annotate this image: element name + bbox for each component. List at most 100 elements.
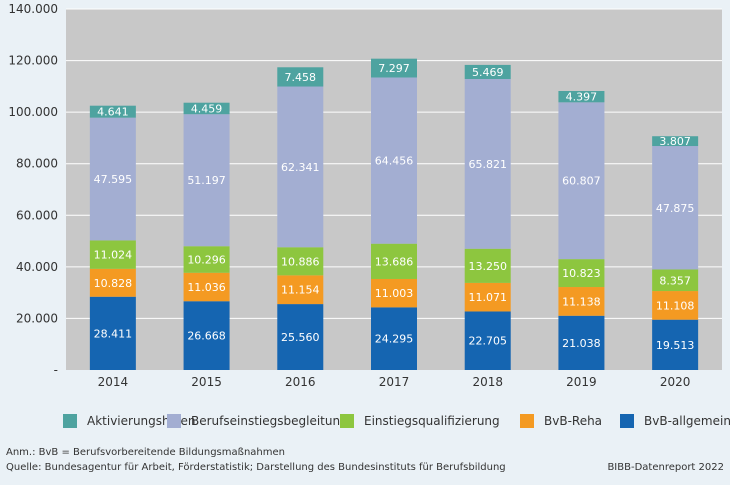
legend-item: BvB-allgemein — [620, 410, 730, 432]
data-label: 62.341 — [281, 161, 320, 174]
bar-segment — [183, 114, 230, 247]
data-label: 10.886 — [281, 255, 320, 268]
data-label: 7.458 — [285, 71, 317, 84]
data-label: 25.560 — [281, 331, 320, 344]
data-label: 64.456 — [375, 155, 414, 168]
legend-label: Einstiegsqualifizierung — [364, 414, 500, 428]
data-label: 24.295 — [375, 333, 414, 346]
y-tick-label: 120.000 — [8, 54, 58, 68]
bar-segment — [183, 102, 230, 115]
data-label: 10.828 — [94, 277, 133, 290]
data-label: 21.038 — [562, 337, 601, 350]
data-label: 26.668 — [187, 330, 226, 343]
x-tick-label: 2014 — [98, 375, 129, 389]
y-tick-label: 80.000 — [16, 157, 58, 171]
bar-segment — [371, 307, 417, 370]
bar-segment — [652, 136, 699, 147]
legend-item: Einstiegsqualifizierung — [340, 410, 500, 432]
bar-segment — [652, 269, 699, 292]
bar-segment — [89, 117, 136, 241]
data-label: 47.875 — [656, 202, 695, 215]
data-label: 10.823 — [562, 267, 601, 280]
bar-segment — [277, 67, 324, 87]
x-tick-label: 2015 — [191, 375, 222, 389]
legend-swatch — [63, 414, 77, 428]
legend-label: Berufseinstiegsbegleitung — [191, 414, 348, 428]
bar-segment — [371, 77, 417, 244]
bar-segment — [89, 268, 136, 297]
y-tick-label: 40.000 — [16, 260, 58, 274]
bar-segment — [371, 278, 417, 308]
legend-label: BvB-Reha — [544, 414, 603, 428]
footnote: Anm.: BvB = Berufsvorbereitende Bildungs… — [6, 447, 285, 458]
bar-segment — [89, 105, 136, 118]
bar-segment — [558, 259, 605, 288]
data-label: 60.807 — [562, 175, 601, 188]
bar-segment — [371, 243, 417, 279]
legend-item: BvB-Reha — [520, 410, 602, 432]
y-tick-label: - — [54, 363, 58, 377]
data-label: 28.411 — [94, 327, 133, 340]
bar-segment — [652, 319, 699, 370]
bar-segment — [558, 315, 605, 370]
bar-segment — [464, 282, 511, 312]
data-label: 8.357 — [659, 274, 691, 287]
y-tick-label: 20.000 — [16, 311, 58, 325]
data-label: 4.397 — [566, 91, 598, 104]
bar-segment — [277, 304, 324, 370]
bar-segment — [371, 58, 417, 78]
data-label: 13.250 — [468, 260, 507, 273]
data-label: 11.024 — [94, 249, 133, 262]
data-label: 11.154 — [281, 284, 320, 297]
legend-item: Berufseinstiegsbegleitung — [167, 410, 348, 432]
data-label: 11.071 — [468, 291, 507, 304]
bar-segment — [277, 275, 324, 305]
bar-segment — [183, 272, 230, 302]
bar-segment — [464, 311, 511, 370]
y-tick-label: 100.000 — [8, 105, 58, 119]
data-label: 13.686 — [375, 255, 414, 268]
bar-segment — [558, 102, 605, 260]
data-label: 4.641 — [97, 106, 129, 119]
bar-segment — [89, 240, 136, 269]
x-tick-label: 2018 — [472, 375, 503, 389]
data-label: 22.705 — [468, 335, 507, 348]
bar-segment — [558, 287, 605, 316]
bar-segment — [183, 301, 230, 370]
legend-swatch — [167, 414, 181, 428]
legend-label: BvB-allgemein — [644, 414, 730, 428]
y-tick-label: 140.000 — [8, 2, 58, 16]
data-label: 11.138 — [562, 295, 601, 308]
data-label: 11.003 — [375, 287, 414, 300]
x-tick-label: 2020 — [660, 375, 691, 389]
data-label: 19.513 — [656, 339, 695, 352]
data-label: 65.821 — [468, 158, 507, 171]
data-label: 47.595 — [94, 173, 133, 186]
chart-footer: Anm.: BvB = Berufsvorbereitende Bildungs… — [6, 445, 724, 475]
bar-segment — [652, 291, 699, 320]
bar-segment — [89, 296, 136, 370]
y-tick-label: 60.000 — [16, 208, 58, 222]
data-label: 10.296 — [187, 254, 226, 267]
data-label: 51.197 — [187, 174, 226, 187]
x-tick-label: 2017 — [379, 375, 410, 389]
bar-segment — [558, 90, 605, 103]
chart-legend: Aktivierungshilfen Berufseinstiegsbegleit… — [0, 410, 730, 434]
bar-segment — [183, 246, 230, 273]
data-label: 11.108 — [656, 299, 695, 312]
stacked-bar-chart: - 20.000 40.000 60.000 80.000 100.000 120.000 1… — [8, 2, 722, 389]
bar-segment — [652, 146, 699, 270]
bar-segment — [464, 79, 511, 249]
report-brand: BIBB-Datenreport 2022 — [607, 462, 724, 473]
data-label: 4.459 — [191, 102, 223, 115]
source-note: Quelle: Bundesagentur für Arbeit, Förder… — [6, 462, 506, 473]
bar-segment — [464, 248, 511, 283]
data-label: 11.036 — [187, 281, 226, 294]
data-label: 5.469 — [472, 66, 504, 79]
legend-swatch — [620, 414, 634, 428]
bar-segment — [277, 247, 324, 276]
x-tick-label: 2016 — [285, 375, 316, 389]
bar-segment — [277, 86, 324, 248]
data-label: 3.807 — [659, 135, 691, 148]
